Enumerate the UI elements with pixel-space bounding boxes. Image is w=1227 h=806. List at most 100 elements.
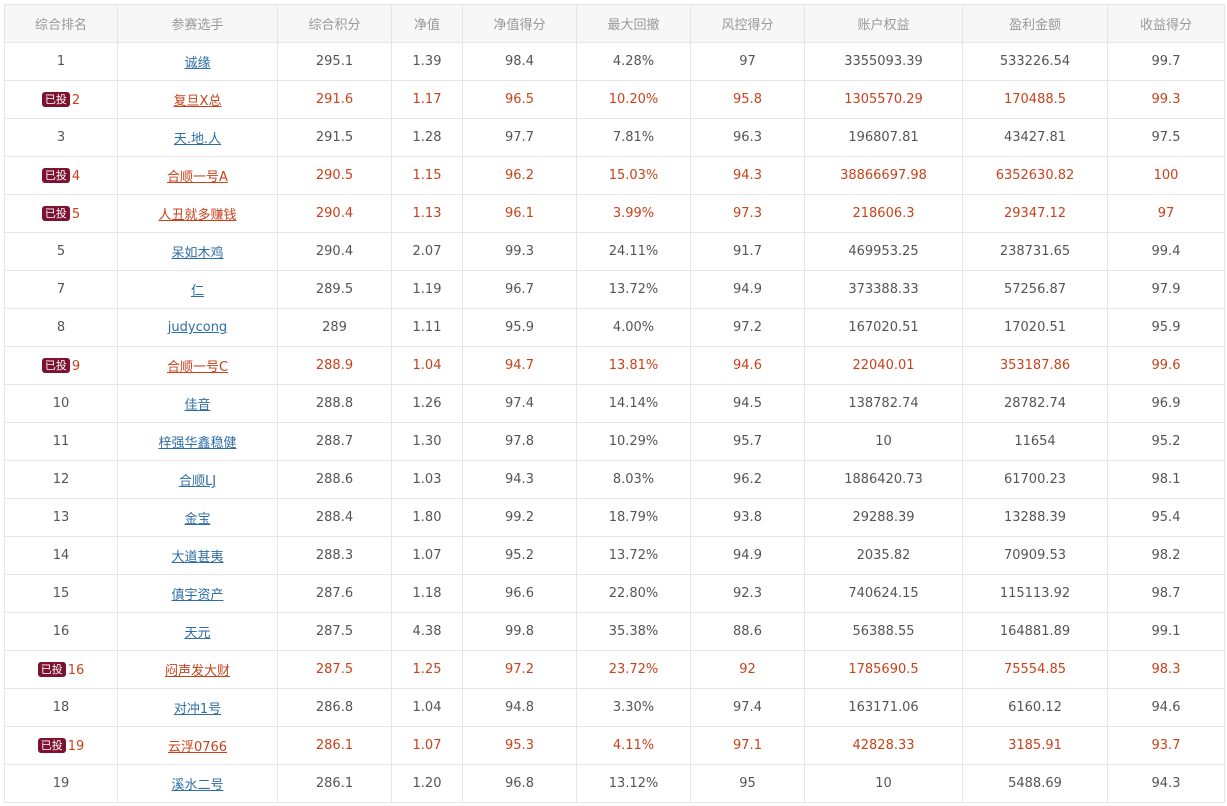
- table-row: 15 傎宇资产 287.6 1.18 96.6 22.80% 92.3 740624.15 11…: [4, 574, 1225, 613]
- max-drawdown-cell: 3.99%: [576, 194, 691, 233]
- nav-score-cell: 94.3: [462, 460, 577, 499]
- player-link[interactable]: 大道甚夷: [171, 550, 224, 565]
- table-body: 1 诚缘 295.1 1.39 98.4 4.28% 97 3355093.39 533226.…: [4, 42, 1225, 803]
- rank-cell: 13: [4, 498, 118, 537]
- profit-cell: 5488.69: [962, 764, 1108, 803]
- table-row: 13 金宝 288.4 1.80 99.2 18.79% 93.8 29288.39 13288…: [4, 498, 1225, 537]
- return-score-cell: 94.6: [1107, 688, 1225, 727]
- profit-cell: 17020.51: [962, 308, 1108, 347]
- score-cell: 288.7: [277, 422, 392, 461]
- return-score-cell: 97.5: [1107, 118, 1225, 157]
- player-link[interactable]: 佳音: [184, 398, 211, 413]
- nav-cell: 1.18: [391, 574, 463, 613]
- equity-cell: 3355093.39: [804, 42, 963, 81]
- return-score-cell: 93.7: [1107, 726, 1225, 765]
- equity-cell: 42828.33: [804, 726, 963, 765]
- risk-score-cell: 94.3: [690, 156, 805, 195]
- rank-cell: 19: [4, 764, 118, 803]
- nav-cell: 1.26: [391, 384, 463, 423]
- rank-cell: 已投 4: [4, 156, 118, 195]
- player-link[interactable]: 仁: [190, 284, 204, 299]
- equity-cell: 56388.55: [804, 612, 963, 651]
- score-cell: 290.5: [277, 156, 392, 195]
- nav-score-cell: 98.4: [462, 42, 577, 81]
- return-score-cell: 99.1: [1107, 612, 1225, 651]
- player-link[interactable]: 对冲1号: [173, 702, 222, 717]
- risk-score-cell: 94.6: [690, 346, 805, 385]
- equity-cell: 1305570.29: [804, 80, 963, 119]
- player-cell: 合顺一号C: [117, 346, 278, 385]
- player-link[interactable]: 天.地.人: [173, 132, 222, 147]
- rank-cell: 10: [4, 384, 118, 423]
- player-link[interactable]: 合顺一号A: [167, 170, 228, 185]
- rank-value: 9: [71, 358, 81, 374]
- player-cell: 人丑就多赚钱: [117, 194, 278, 233]
- player-cell: 天.地.人: [117, 118, 278, 157]
- rank-cell: 5: [4, 232, 118, 271]
- score-cell: 287.5: [277, 612, 392, 651]
- player-cell: 呆如木鸡: [117, 232, 278, 271]
- score-cell: 286.1: [277, 726, 392, 765]
- player-link[interactable]: 云浮0766: [167, 740, 228, 755]
- score-cell: 290.4: [277, 194, 392, 233]
- rank-cell: 12: [4, 460, 118, 499]
- return-score-cell: 95.4: [1107, 498, 1225, 537]
- rank-value: 10: [52, 396, 70, 411]
- profit-cell: 533226.54: [962, 42, 1108, 81]
- table-row: 已投 4 合顺一号A 290.5 1.15 96.2 15.03% 94.3 38866697.…: [4, 156, 1225, 195]
- profit-cell: 61700.23: [962, 460, 1108, 499]
- player-link[interactable]: 人丑就多赚钱: [158, 208, 237, 223]
- player-link[interactable]: 闷声发大财: [164, 664, 230, 679]
- player-link[interactable]: 溪水二号: [171, 778, 224, 793]
- table-row: 10 佳音 288.8 1.26 97.4 14.14% 94.5 138782.74 2878…: [4, 384, 1225, 423]
- profit-cell: 164881.89: [962, 612, 1108, 651]
- player-link[interactable]: 复旦X总: [173, 94, 222, 109]
- return-score-cell: 98.3: [1107, 650, 1225, 689]
- player-link[interactable]: 傎宇资产: [171, 588, 224, 603]
- equity-cell: 1886420.73: [804, 460, 963, 499]
- player-cell: 傎宇资产: [117, 574, 278, 613]
- rank-value: 16: [67, 662, 85, 678]
- player-link[interactable]: 诚缘: [184, 56, 211, 71]
- nav-score-cell: 97.7: [462, 118, 577, 157]
- nav-cell: 1.17: [391, 80, 463, 119]
- score-cell: 290.4: [277, 232, 392, 271]
- player-link[interactable]: 合顺一号C: [166, 360, 229, 375]
- table-row: 已投 19 云浮0766 286.1 1.07 95.3 4.11% 97.1 42828.33…: [4, 726, 1225, 765]
- player-link[interactable]: 金宝: [184, 512, 211, 527]
- max-drawdown-cell: 13.72%: [576, 270, 691, 309]
- player-link[interactable]: 天元: [184, 626, 211, 641]
- player-link[interactable]: 合顺LJ: [178, 474, 217, 489]
- equity-cell: 10: [804, 422, 963, 461]
- score-cell: 289.5: [277, 270, 392, 309]
- equity-cell: 22040.01: [804, 346, 963, 385]
- header-return-score: 收益得分: [1107, 4, 1225, 43]
- profit-cell: 43427.81: [962, 118, 1108, 157]
- nav-cell: 4.38: [391, 612, 463, 651]
- max-drawdown-cell: 4.11%: [576, 726, 691, 765]
- header-nav: 净值: [391, 4, 463, 43]
- score-cell: 286.1: [277, 764, 392, 803]
- score-cell: 286.8: [277, 688, 392, 727]
- invested-badge: 已投: [41, 91, 70, 107]
- equity-cell: 469953.25: [804, 232, 963, 271]
- nav-cell: 1.30: [391, 422, 463, 461]
- header-equity: 账户权益: [804, 4, 963, 43]
- player-link[interactable]: judycong: [167, 320, 228, 335]
- equity-cell: 163171.06: [804, 688, 963, 727]
- equity-cell: 1785690.5: [804, 650, 963, 689]
- nav-cell: 1.07: [391, 536, 463, 575]
- max-drawdown-cell: 22.80%: [576, 574, 691, 613]
- profit-cell: 170488.5: [962, 80, 1108, 119]
- player-link[interactable]: 呆如木鸡: [171, 246, 224, 261]
- profit-cell: 70909.53: [962, 536, 1108, 575]
- player-link[interactable]: 梓强华鑫稳健: [158, 436, 237, 451]
- table-row: 18 对冲1号 286.8 1.04 94.8 3.30% 97.4 163171.06 616…: [4, 688, 1225, 727]
- table-row: 已投 9 合顺一号C 288.9 1.04 94.7 13.81% 94.6 22040.01 3…: [4, 346, 1225, 385]
- score-cell: 288.4: [277, 498, 392, 537]
- nav-cell: 1.04: [391, 346, 463, 385]
- table-row: 16 天元 287.5 4.38 99.8 35.38% 88.6 56388.55 16488…: [4, 612, 1225, 651]
- risk-score-cell: 97.2: [690, 308, 805, 347]
- rank-cell: 11: [4, 422, 118, 461]
- risk-score-cell: 92: [690, 650, 805, 689]
